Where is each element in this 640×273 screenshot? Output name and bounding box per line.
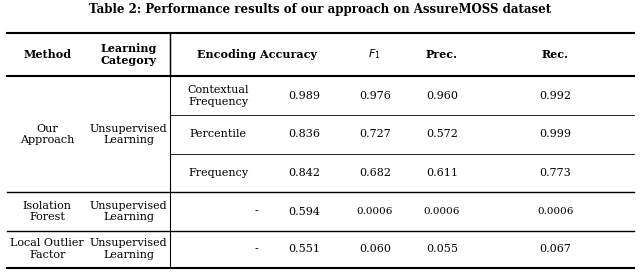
Text: Unsupervised
Learning: Unsupervised Learning xyxy=(90,201,168,222)
Text: 0.842: 0.842 xyxy=(289,168,321,178)
Text: 0.773: 0.773 xyxy=(540,168,571,178)
Text: Local Outlier
Factor: Local Outlier Factor xyxy=(10,238,84,260)
Text: Percentile: Percentile xyxy=(189,129,246,140)
Text: 0.960: 0.960 xyxy=(426,91,458,101)
Text: Frequency: Frequency xyxy=(188,168,248,178)
Text: Table 2: Performance results of our approach on AssureMOSS dataset: Table 2: Performance results of our appr… xyxy=(90,3,552,16)
Text: Unsupervised
Learning: Unsupervised Learning xyxy=(90,238,168,260)
Text: 0.836: 0.836 xyxy=(289,129,321,140)
Text: 0.0006: 0.0006 xyxy=(424,207,460,216)
Text: 0.551: 0.551 xyxy=(289,244,321,254)
Text: 0.067: 0.067 xyxy=(540,244,572,254)
Text: 0.976: 0.976 xyxy=(359,91,390,101)
Text: 0.999: 0.999 xyxy=(540,129,572,140)
Text: -: - xyxy=(255,244,259,254)
Text: 0.594: 0.594 xyxy=(289,207,321,216)
Text: 0.572: 0.572 xyxy=(426,129,458,140)
Text: Contextual
Frequency: Contextual Frequency xyxy=(188,85,249,106)
Text: $F_1$: $F_1$ xyxy=(369,48,381,61)
Text: -: - xyxy=(255,207,259,216)
Text: Rec.: Rec. xyxy=(542,49,569,60)
Text: 0.0006: 0.0006 xyxy=(356,207,393,216)
Text: 0.611: 0.611 xyxy=(426,168,458,178)
Text: 0.992: 0.992 xyxy=(540,91,572,101)
Text: Isolation
Forest: Isolation Forest xyxy=(23,201,72,222)
Text: Encoding Accuracy: Encoding Accuracy xyxy=(196,49,317,60)
Text: Prec.: Prec. xyxy=(426,49,458,60)
Text: Method: Method xyxy=(23,49,71,60)
Text: Unsupervised
Learning: Unsupervised Learning xyxy=(90,124,168,145)
Text: 0.055: 0.055 xyxy=(426,244,458,254)
Text: Our
Approach: Our Approach xyxy=(20,124,74,145)
Text: 0.682: 0.682 xyxy=(359,168,391,178)
Text: 0.0006: 0.0006 xyxy=(537,207,573,216)
Text: 0.060: 0.060 xyxy=(359,244,391,254)
Text: 0.727: 0.727 xyxy=(359,129,390,140)
Text: Learning
Category: Learning Category xyxy=(100,43,157,67)
Text: 0.989: 0.989 xyxy=(289,91,321,101)
